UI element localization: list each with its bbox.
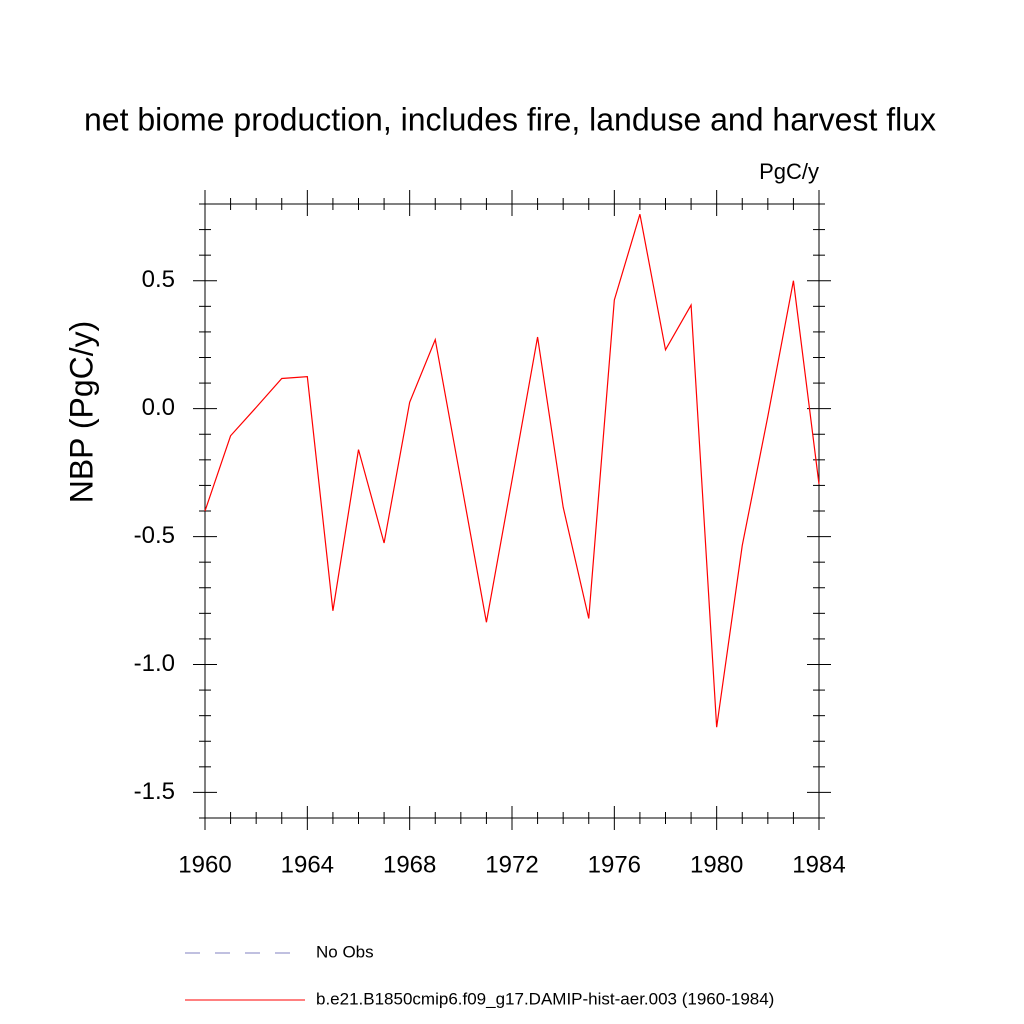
x-tick-label: 1976 xyxy=(588,851,641,878)
x-tick-label: 1984 xyxy=(792,851,845,878)
legend-label: No Obs xyxy=(316,942,374,961)
y-tick-label: -1.5 xyxy=(134,778,175,805)
legend-label: b.e21.B1850cmip6.f09_g17.DAMIP-hist-aer.… xyxy=(316,989,774,1008)
units-label: PgC/y xyxy=(759,159,819,184)
x-tick-label: 1980 xyxy=(690,851,743,878)
x-tick-label: 1964 xyxy=(281,851,334,878)
y-tick-label: 0.0 xyxy=(142,394,175,421)
y-tick-label: 0.5 xyxy=(142,266,175,293)
y-tick-label: -1.0 xyxy=(134,650,175,677)
x-tick-label: 1968 xyxy=(383,851,436,878)
y-axis-label: NBP (PgC/y) xyxy=(63,321,99,504)
x-tick-label: 1972 xyxy=(485,851,538,878)
x-tick-label: 1960 xyxy=(178,851,231,878)
chart-title: net biome production, includes fire, lan… xyxy=(84,101,936,137)
data-line xyxy=(204,214,820,728)
plot-frame xyxy=(204,203,820,819)
y-tick-label: -0.5 xyxy=(134,522,175,549)
